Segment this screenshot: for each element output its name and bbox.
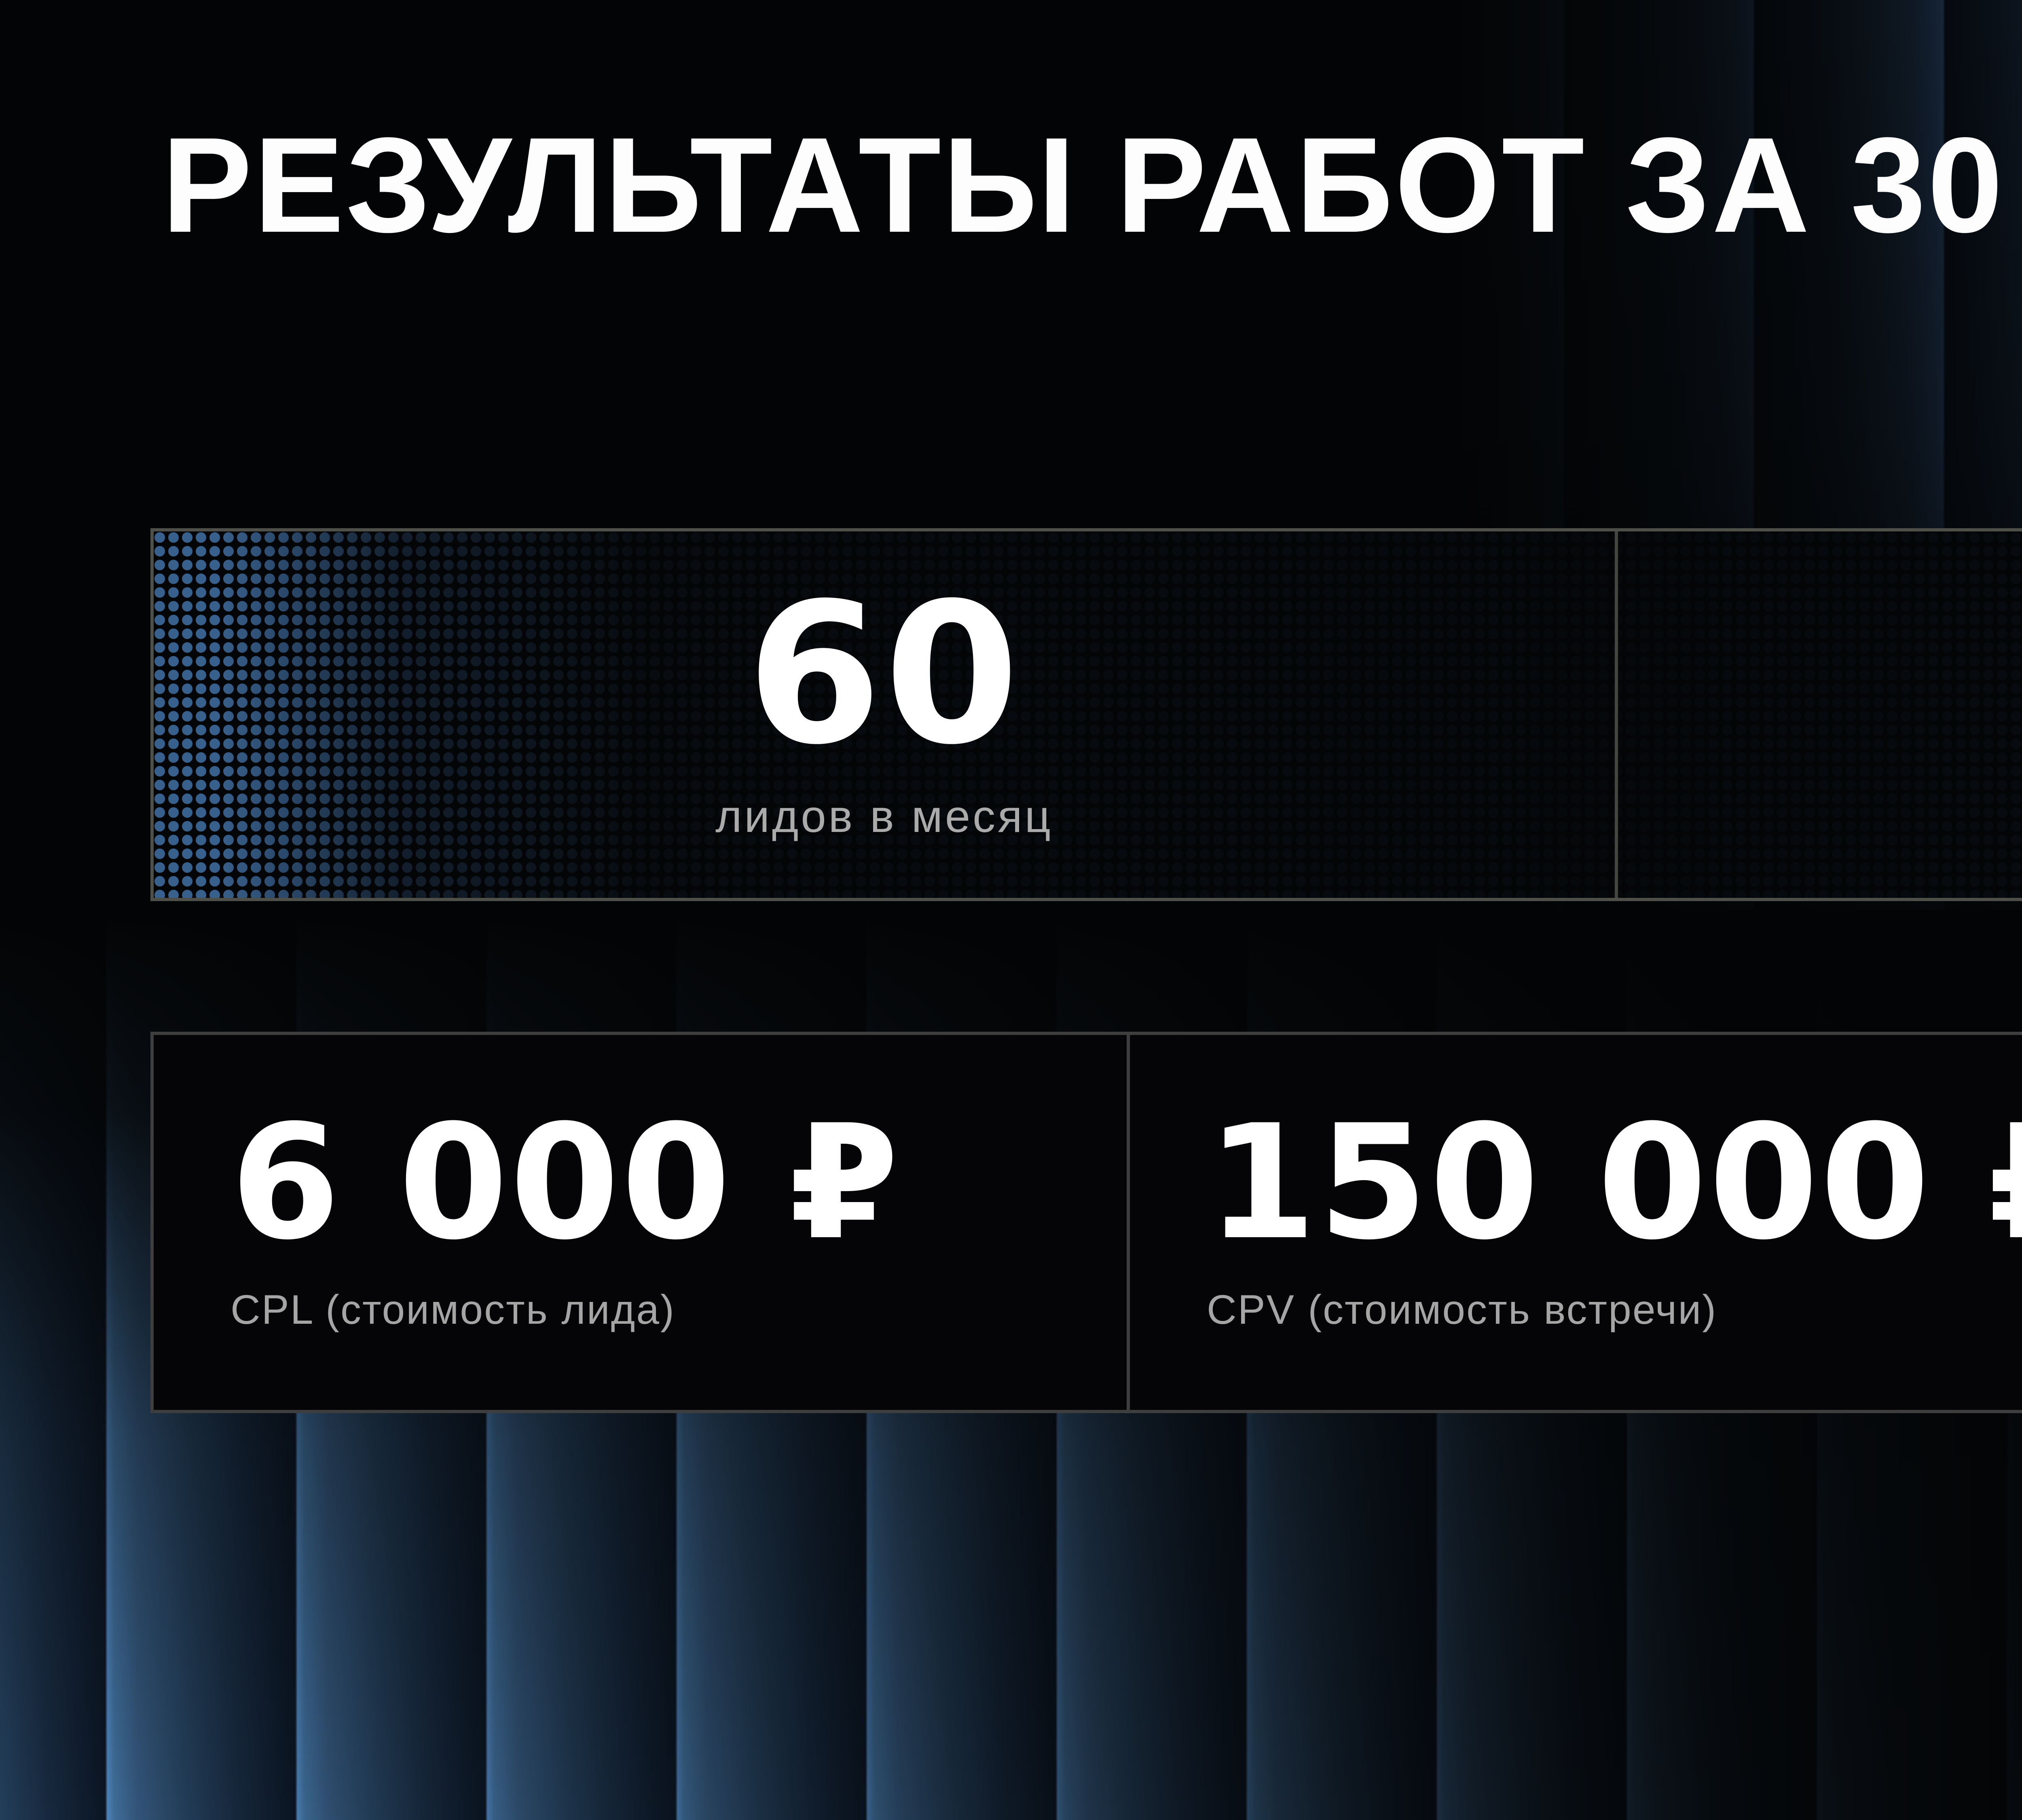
metric-cpv-value: 150 000 ₽ — [1207, 1090, 2022, 1274]
stat-leads-value: 60 — [747, 561, 1022, 787]
metric-cpl-value: 6 000 ₽ — [231, 1090, 901, 1274]
stats-panel: 60 лидов в месяц 65% конверсия — [150, 528, 2022, 901]
stat-conversion: 65% конверсия — [1615, 531, 2022, 898]
metric-cpv: 150 000 ₽ CPV (стоимость встречи) — [1127, 1035, 2022, 1410]
metric-cpv-label: CPV (стоимость встречи) — [1207, 1286, 1717, 1333]
cost-metrics-row: 6 000 ₽ CPL (стоимость лида) 150 000 ₽ C… — [150, 1032, 2022, 1413]
stat-leads: 60 лидов в месяц — [154, 531, 1615, 898]
metric-cpl-label: CPL (стоимость лида) — [231, 1286, 675, 1333]
stat-leads-label: лидов в месяц — [715, 791, 1053, 842]
metric-cpl: 6 000 ₽ CPL (стоимость лида) — [154, 1035, 1127, 1410]
page-title: РЕЗУЛЬТАТЫ РАБОТ ЗА 30 ДНЕЙ — [162, 109, 2022, 260]
